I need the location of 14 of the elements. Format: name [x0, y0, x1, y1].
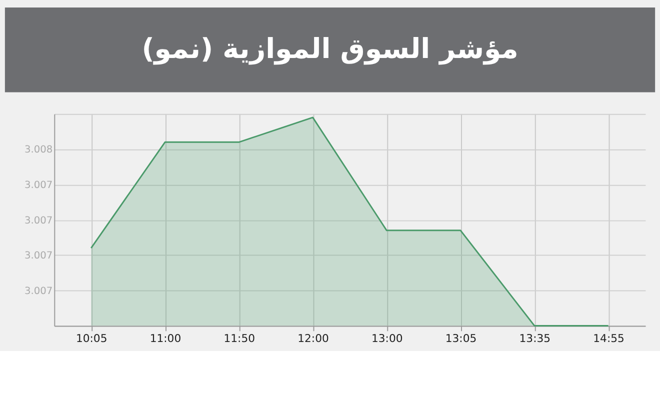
- y-tick-label: 3.008: [24, 144, 53, 156]
- x-tick-label: 14:55: [593, 332, 624, 345]
- x-tick-label: 13:00: [372, 332, 403, 345]
- chart-title: مؤشر السوق الموازية (نمو): [142, 32, 518, 65]
- y-tick-label: 3.007: [24, 215, 53, 226]
- x-tick-label: 13:05: [445, 332, 477, 345]
- y-tick-label: 3.007: [24, 286, 53, 297]
- x-tick-label: 13:35: [519, 332, 551, 345]
- x-tick-label: 10:05: [76, 332, 108, 345]
- y-tick-label: 3.007: [24, 250, 53, 262]
- y-tick-label: 3.007: [24, 180, 53, 191]
- x-tick-label: 12:00: [298, 332, 329, 345]
- x-tick-label: 11:50: [224, 332, 256, 345]
- x-tick-label: 11:00: [150, 332, 182, 345]
